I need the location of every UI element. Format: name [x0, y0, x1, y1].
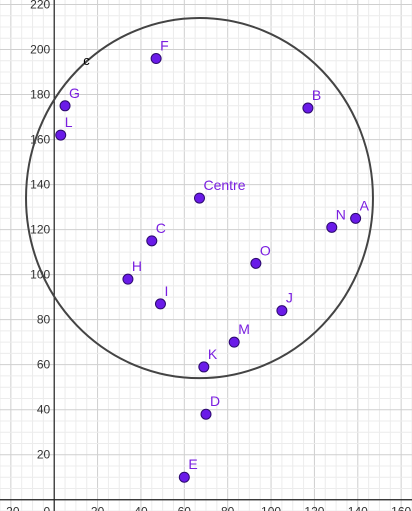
point-label: M — [238, 321, 250, 337]
x-tick-label: 0 — [44, 505, 51, 511]
point-label: H — [132, 258, 142, 274]
point-f: F — [150, 38, 169, 65]
x-tick-label: 120 — [304, 505, 324, 511]
point-h: H — [122, 258, 142, 285]
point-marker — [200, 408, 212, 420]
y-tick-label: 40 — [37, 403, 51, 417]
x-tick-label: 60 — [178, 505, 192, 511]
point-g: G — [59, 85, 80, 112]
point-centre: Centre — [193, 177, 246, 204]
point-marker — [122, 273, 134, 285]
point-marker — [198, 361, 210, 373]
x-tick-label: 160 — [391, 505, 411, 511]
x-tick-label: -20 — [2, 505, 20, 511]
point-marker — [178, 471, 190, 483]
y-tick-label: 140 — [30, 178, 50, 192]
y-tick-label: 80 — [37, 313, 51, 327]
y-tick-label: 20 — [37, 448, 51, 462]
point-k: K — [198, 346, 218, 373]
point-j: J — [276, 290, 293, 317]
point-label: O — [260, 242, 271, 258]
point-label: A — [360, 197, 370, 213]
point-marker — [326, 221, 338, 233]
circle-label: c — [83, 53, 90, 68]
point-i: I — [154, 283, 168, 310]
circle-c — [25, 17, 374, 380]
point-label: E — [188, 456, 197, 472]
point-marker — [228, 336, 240, 348]
point-marker — [59, 100, 71, 112]
point-label: C — [156, 220, 166, 236]
point-label: K — [208, 346, 218, 362]
point-l: L — [55, 114, 73, 141]
y-tick-label: 120 — [30, 223, 50, 237]
point-marker — [193, 192, 205, 204]
point-label: F — [160, 38, 169, 54]
y-tick-label: 60 — [37, 358, 51, 372]
y-tick-label: 200 — [30, 43, 50, 57]
point-e: E — [178, 456, 198, 483]
point-d: D — [200, 393, 220, 420]
y-tick-label: 220 — [30, 0, 50, 12]
point-m: M — [228, 321, 250, 348]
point-o: O — [250, 242, 271, 269]
point-marker — [276, 305, 288, 317]
point-marker — [146, 235, 158, 247]
point-label: I — [164, 283, 168, 299]
circle-layer: c — [25, 17, 374, 380]
points-layer: A B C D E F G H I J K L M N O Centre — [55, 38, 370, 483]
point-n: N — [326, 206, 346, 233]
y-tick-label: 100 — [30, 268, 50, 282]
x-tick-label: 20 — [91, 505, 105, 511]
point-label: B — [312, 87, 321, 103]
point-marker — [154, 298, 166, 310]
point-marker — [55, 129, 67, 141]
point-a: A — [350, 197, 370, 224]
point-label: G — [69, 85, 80, 101]
point-label: J — [286, 290, 293, 306]
x-tick-label: 80 — [221, 505, 235, 511]
point-label: L — [65, 114, 73, 130]
point-label: N — [336, 206, 346, 222]
y-tick-label: 180 — [30, 88, 50, 102]
point-marker — [350, 212, 362, 224]
point-label: D — [210, 393, 220, 409]
x-tick-label: 140 — [348, 505, 368, 511]
point-marker — [250, 257, 262, 269]
point-label: Centre — [203, 177, 245, 193]
point-marker — [302, 102, 314, 114]
point-marker — [150, 53, 162, 65]
point-b: B — [302, 87, 321, 114]
x-tick-label: 40 — [134, 505, 148, 511]
point-c: C — [146, 220, 166, 247]
x-tick-label: 100 — [261, 505, 281, 511]
